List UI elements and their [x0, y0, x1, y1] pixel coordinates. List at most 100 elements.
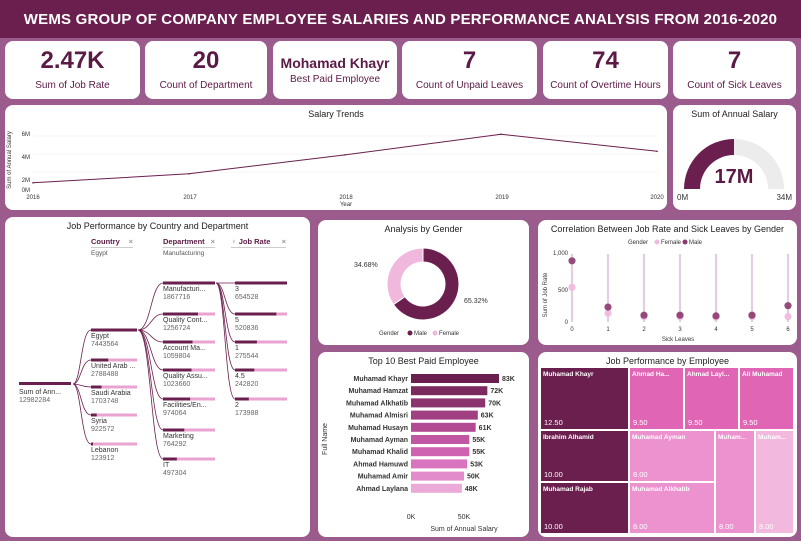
treemap-cell[interactable]: Muham... 8.00 — [755, 430, 794, 534]
top10-bar-chart: Full Name Muhamad Khayr 83K Muhamad Hamzat… — [322, 374, 515, 533]
category-label: Muhamad Husayn — [348, 425, 408, 432]
x-tick: 2019 — [495, 195, 509, 201]
data-label: 83K — [502, 376, 515, 383]
treemap-cell[interactable]: Ibrahim Alhamid 10.00 — [540, 430, 629, 482]
kpi-unpaid-leaves[interactable]: 7 Count of Unpaid Leaves — [402, 41, 537, 99]
scatter-point-male — [568, 257, 576, 265]
legend-female[interactable]: Female — [439, 331, 460, 337]
bar — [411, 459, 468, 469]
chart-title: Analysis by Gender — [384, 224, 463, 234]
node-value: 520836 — [235, 325, 259, 333]
department-node[interactable]: Manufacturi... 1867716 — [163, 286, 205, 302]
node-value: 1256724 — [163, 325, 191, 333]
department-node[interactable]: Quality Assu... 1023660 — [163, 373, 208, 389]
country-node[interactable]: Lebanon 123912 — [91, 447, 118, 463]
female-percentage: 34.68% — [354, 262, 378, 269]
gender-analysis-card[interactable]: Analysis by Gender 34.68% 65.32% Gender … — [318, 220, 529, 345]
job-rate-node[interactable]: 1 275544 — [235, 345, 258, 361]
scatter-point-male — [604, 303, 612, 311]
treemap-cell[interactable]: Ahmad Ha... 9.50 — [629, 367, 684, 430]
job-rate-node[interactable]: 5 520836 — [235, 317, 258, 333]
kpi-value: 74 — [592, 47, 619, 74]
chart-title: Top 10 Best Paid Employee — [368, 356, 479, 366]
legend-male-marker — [407, 330, 413, 336]
scatter-point-male — [712, 312, 720, 320]
node-value: 654528 — [235, 294, 259, 302]
top10-card[interactable]: Top 10 Best Paid Employee Full Name Muha… — [318, 352, 529, 537]
department-node[interactable]: IT 497304 — [163, 462, 186, 478]
country-bar — [91, 413, 97, 417]
department-bar-track — [163, 428, 215, 432]
department-bar — [163, 312, 198, 316]
close-icon[interactable]: × — [281, 237, 286, 246]
x-axis-label: Year — [340, 202, 352, 208]
country-node[interactable]: United Arab ... 2788488 — [91, 363, 135, 379]
legend-male-marker — [682, 239, 688, 245]
treemap-cell[interactable]: Muhamad Khayr 12.50 — [540, 367, 629, 430]
treemap-cell[interactable]: Ali Muhamad 9.50 — [739, 367, 794, 430]
job-rate-bar-track — [235, 368, 287, 372]
legend-male[interactable]: Male — [414, 331, 428, 337]
donut-slice-female — [386, 247, 424, 306]
column-header-job-rate[interactable]: ♀ Job Rate × — [231, 237, 286, 248]
treemap-cell[interactable]: Muham... 8.00 — [715, 430, 755, 534]
department-node[interactable]: Quality Cont... 1256724 — [163, 317, 207, 333]
close-icon[interactable]: × — [128, 237, 133, 246]
annual-salary-gauge-card[interactable]: Sum of Annual Salary 17M 0M 34M — [673, 105, 796, 210]
cell-label: Muhamad Rajab — [543, 486, 593, 493]
cell-value: 8.00 — [759, 522, 774, 531]
x-tick: 2016 — [26, 195, 40, 201]
salary-trends-card[interactable]: Salary Trends Sum of Annual Salary 6M 4M… — [5, 105, 667, 210]
treemap-cell[interactable]: Muhamad Ayman 8.00 — [629, 430, 715, 482]
node-value: 242820 — [235, 381, 259, 389]
country-bar — [91, 442, 93, 446]
legend-male[interactable]: Male — [689, 240, 703, 246]
country-node[interactable]: Syria 922572 — [91, 418, 114, 434]
treemap-cell[interactable]: Muhamad Alkhatib 8.00 — [629, 482, 715, 534]
data-label: 61K — [479, 425, 492, 432]
scatter-point-male — [748, 311, 756, 319]
node-value: 275544 — [235, 353, 259, 361]
country-node[interactable]: Saudi Arabia 1703748 — [91, 390, 131, 406]
dashboard-title: WEMS GROUP OF COMPANY EMPLOYEE SALARIES … — [0, 0, 801, 38]
kpi-best-paid-employee[interactable]: Mohamad Khayr Best Paid Employee — [273, 41, 397, 99]
header-label: Country — [91, 237, 120, 246]
job-rate-node[interactable]: 2 173988 — [235, 402, 258, 418]
header-label: Department — [163, 237, 205, 246]
kpi-overtime-hours[interactable]: 74 Count of Overtime Hours — [543, 41, 668, 99]
kpi-count-department[interactable]: 20 Count of Department — [145, 41, 267, 99]
country-node[interactable]: Egypt 7443564 — [91, 333, 118, 349]
column-header-country[interactable]: Country × — [91, 237, 133, 248]
x-tick: 2018 — [339, 195, 353, 201]
kpi-label: Count of Department — [159, 80, 253, 91]
category-label: Muhamad Alkhatib — [346, 400, 408, 407]
column-header-department[interactable]: Department × — [163, 237, 215, 248]
department-node[interactable]: Facilities/En... 974064 — [163, 402, 207, 418]
department-node[interactable]: Account Ma... 1059804 — [163, 345, 206, 361]
legend-female[interactable]: Female — [661, 240, 682, 246]
kpi-sick-leaves[interactable]: 7 Count of Sick Leaves — [673, 41, 796, 99]
job-rate-bar — [235, 368, 255, 372]
department-node[interactable]: Marketing 764292 — [163, 433, 194, 449]
x-tick: 50K — [458, 514, 471, 521]
country-bar-track — [91, 413, 137, 417]
job-rate-node[interactable]: 3 654528 — [235, 286, 258, 302]
y-tick: 6M — [22, 132, 30, 138]
department-bar-track — [163, 457, 215, 461]
node-label: Quality Assu... — [163, 373, 208, 380]
kpi-sum-job-rate[interactable]: 2.47K Sum of Job Rate — [5, 41, 140, 99]
data-point — [656, 150, 658, 153]
treemap-cell[interactable]: Ahmad Layl... 9.50 — [684, 367, 739, 430]
bar — [411, 435, 470, 444]
cell-value: 8.00 — [719, 522, 734, 531]
tree-node-root[interactable]: Sum of Ann... 12982284 — [19, 389, 61, 405]
decomposition-tree-card[interactable]: Job Performance by Country and Departmen… — [5, 217, 310, 537]
job-rate-node[interactable]: 4.5 242820 — [235, 373, 258, 389]
treemap-card[interactable]: Job Performance by Employee Muhamad Khay… — [538, 352, 797, 537]
treemap-cell[interactable]: Muhamad Rajab 10.00 — [540, 482, 629, 534]
node-label: Account Ma... — [163, 345, 206, 352]
correlation-card[interactable]: Correlation Between Job Rate and Sick Le… — [538, 220, 797, 345]
chart-title: Job Performance by Employee — [605, 356, 730, 366]
close-icon[interactable]: × — [210, 237, 215, 246]
cell-value: 8.00 — [633, 470, 648, 479]
